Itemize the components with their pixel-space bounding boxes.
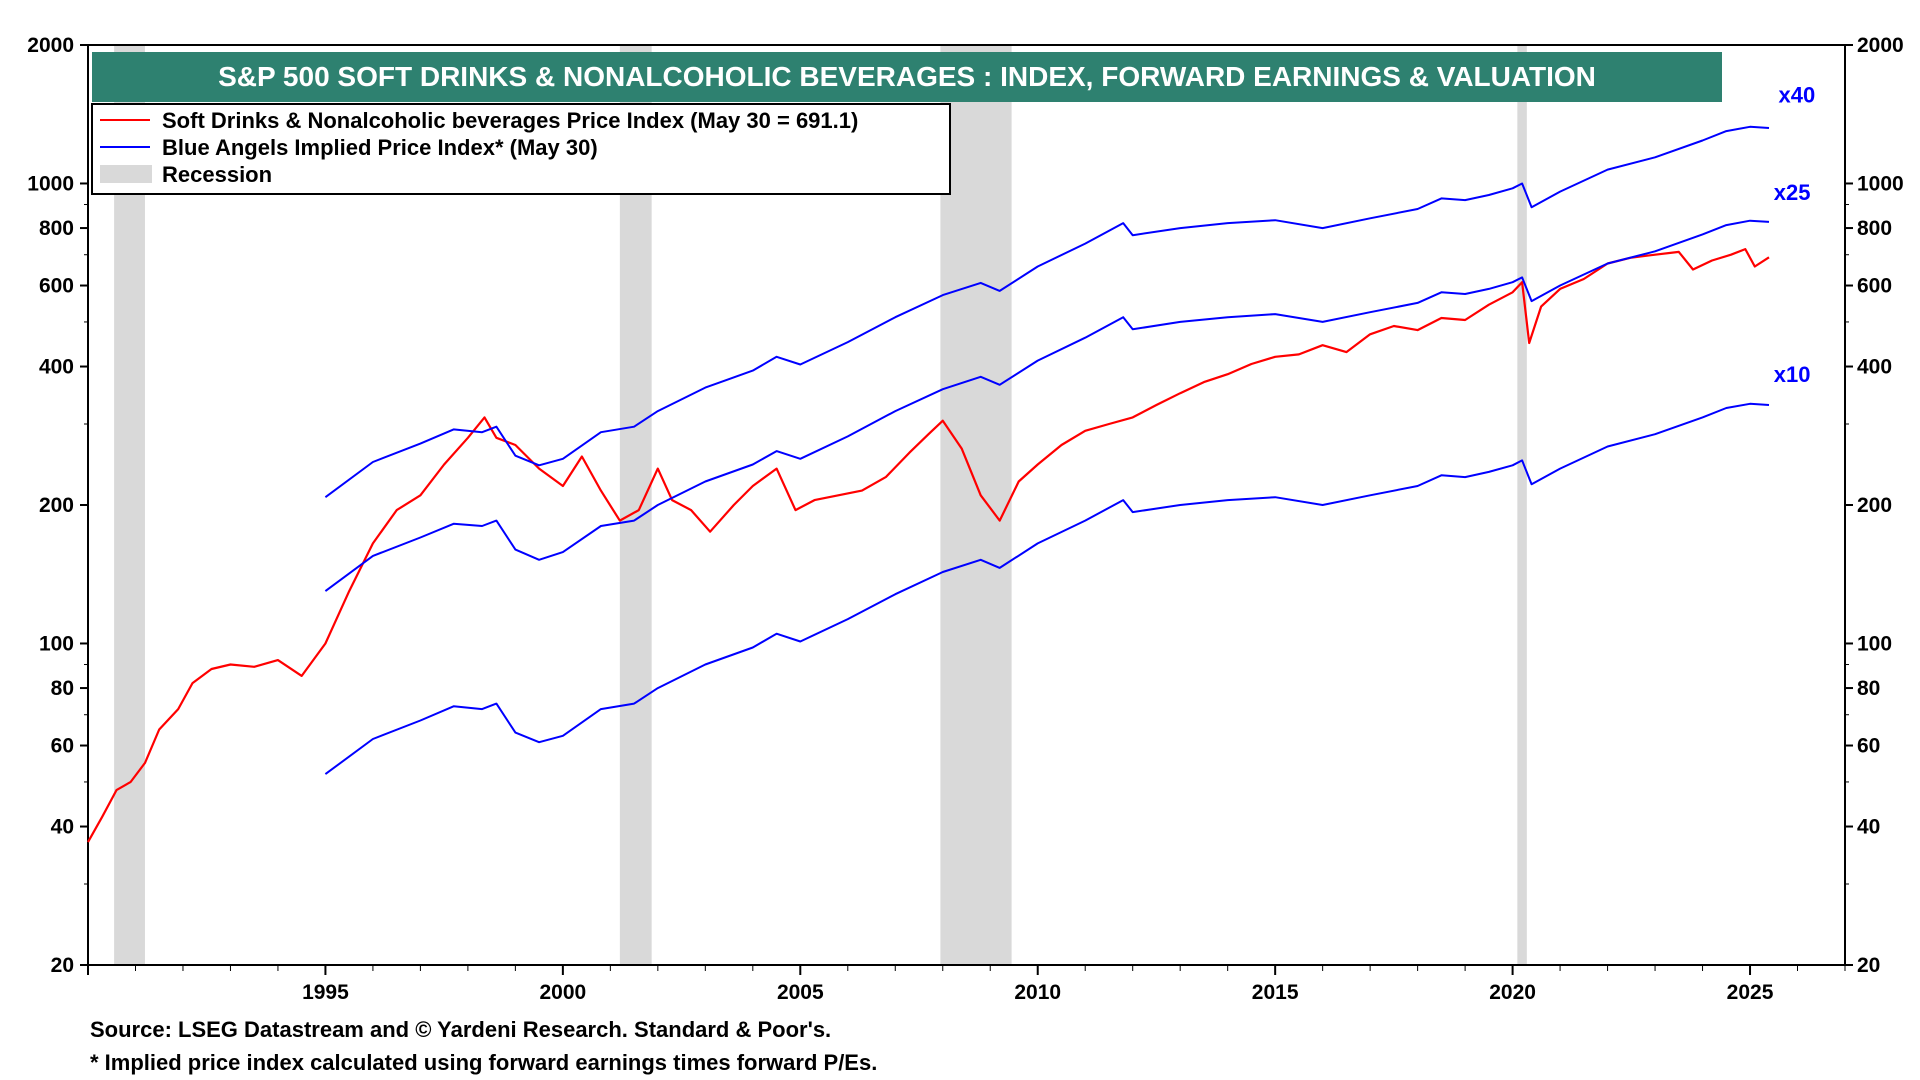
y-tick-label-right: 80 <box>1857 677 1880 700</box>
implied-price-line-2 <box>324 219 1770 592</box>
y-tick-label-left: 2000 <box>27 34 74 57</box>
recession-bands <box>114 45 1527 965</box>
y-tick-label-right: 1000 <box>1857 172 1904 195</box>
y-tick-label-right: 400 <box>1857 356 1892 379</box>
legend-label-recession: Recession <box>162 162 272 187</box>
chart-title-banner: S&P 500 SOFT DRINKS & NONALCOHOLIC BEVER… <box>92 52 1722 102</box>
legend-label-implied: Blue Angels Implied Price Index* (May 30… <box>162 135 598 160</box>
source-note: Source: LSEG Datastream and © Yardeni Re… <box>90 1017 832 1042</box>
recession-band-3 <box>1517 45 1527 965</box>
x-tick-label: 2025 <box>1727 981 1774 1004</box>
implied-price-line-3 <box>324 125 1770 499</box>
implied-index-note: * Implied price index calculated using f… <box>90 1050 878 1075</box>
y-tick-label-right: 200 <box>1857 494 1892 517</box>
series-multiplier-labels: x40 x25 x10 <box>1774 82 1815 387</box>
legend-label-price: Soft Drinks & Nonalcoholic beverages Pri… <box>162 108 858 133</box>
multiplier-label-x25: x25 <box>1774 180 1811 205</box>
y-tick-label-left: 600 <box>39 275 74 298</box>
chart-title-background <box>92 52 1722 102</box>
x-tick-label: 2020 <box>1489 981 1536 1004</box>
x-tick-label: 2010 <box>1014 981 1061 1004</box>
x-tick-label: 2005 <box>777 981 824 1004</box>
y-tick-label-right: 2000 <box>1857 34 1904 57</box>
multiplier-label-x10: x10 <box>1774 362 1811 387</box>
y-tick-label-right: 20 <box>1857 954 1880 977</box>
y-tick-label-right: 100 <box>1857 632 1892 655</box>
y-tick-label-right: 800 <box>1857 217 1892 240</box>
recession-band-2 <box>940 45 1012 965</box>
y-tick-label-left: 100 <box>39 632 74 655</box>
y-tick-label-left: 200 <box>39 494 74 517</box>
legend: Soft Drinks & Nonalcoholic beverages Pri… <box>91 103 951 195</box>
y-tick-label-left: 1000 <box>27 172 74 195</box>
y-tick-label-right: 40 <box>1857 816 1880 839</box>
price-index-line <box>87 248 1770 843</box>
legend-box <box>91 103 951 195</box>
multiplier-label-x40: x40 <box>1779 82 1816 107</box>
legend-swatch-recession <box>100 165 152 183</box>
chart-title: S&P 500 SOFT DRINKS & NONALCOHOLIC BEVER… <box>218 61 1596 92</box>
y-tick-label-left: 400 <box>39 356 74 379</box>
y-tick-label-left: 80 <box>51 677 74 700</box>
x-tick-label: 1995 <box>302 981 349 1004</box>
x-tick-label: 2000 <box>540 981 587 1004</box>
y-tick-label-left: 20 <box>51 954 74 977</box>
x-tick-label: 2015 <box>1252 981 1299 1004</box>
y-tick-label-right: 60 <box>1857 735 1880 758</box>
implied-price-line-1 <box>324 402 1770 775</box>
y-tick-label-left: 800 <box>39 217 74 240</box>
recession-band-1 <box>619 45 652 965</box>
y-tick-label-right: 600 <box>1857 275 1892 298</box>
series-lines <box>87 125 1770 843</box>
recession-band-0 <box>114 45 145 965</box>
y-tick-label-left: 60 <box>51 735 74 758</box>
y-tick-label-left: 40 <box>51 816 74 839</box>
